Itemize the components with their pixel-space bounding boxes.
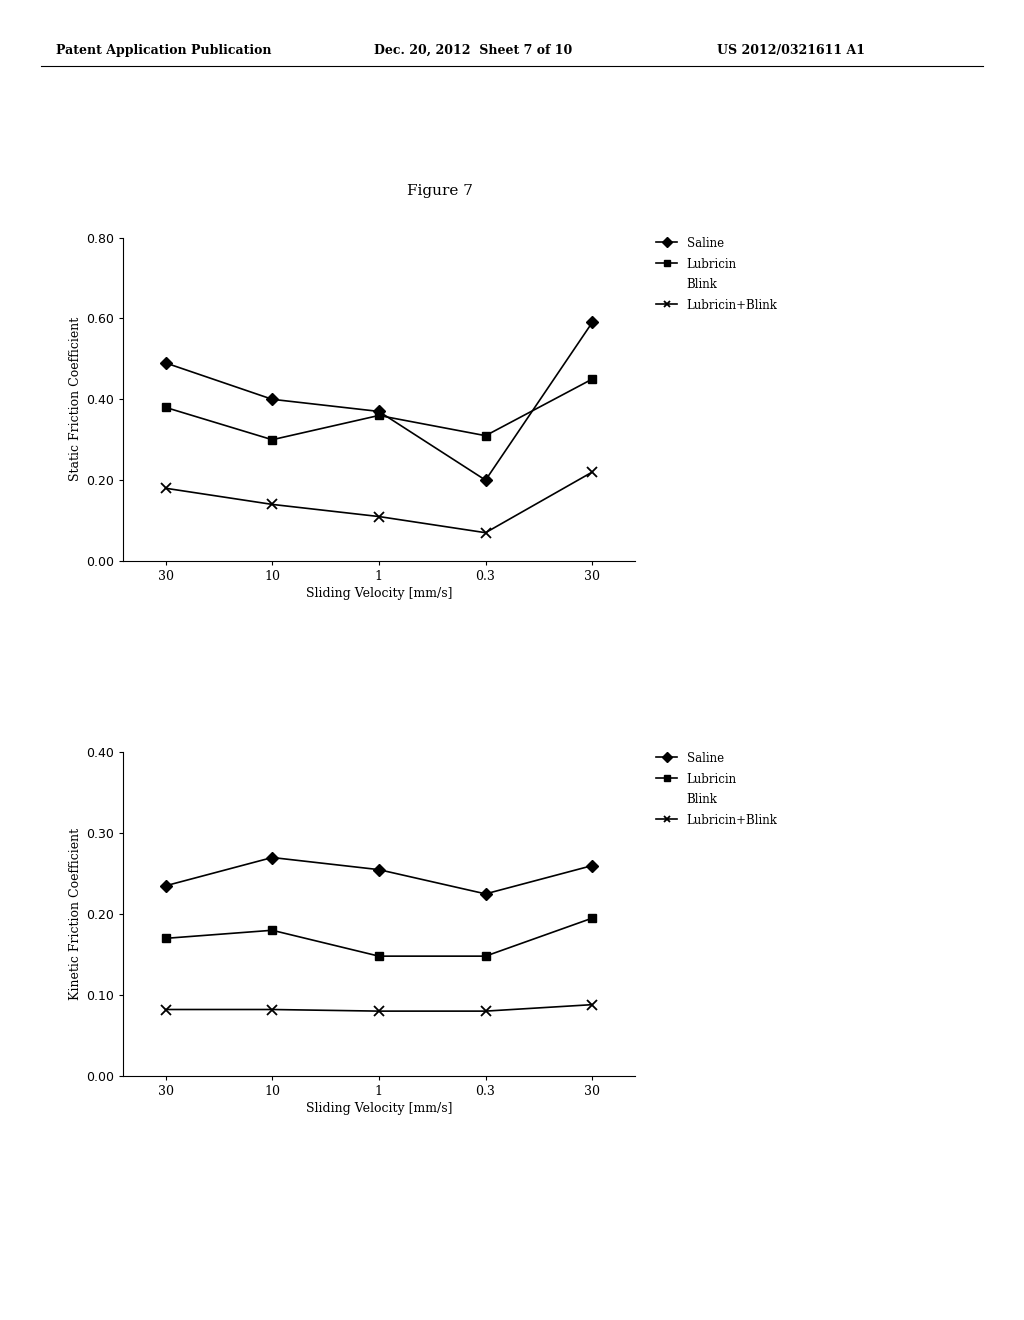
Legend: Saline, Lubricin, Blink, Lubricin+Blink: Saline, Lubricin, Blink, Lubricin+Blink bbox=[656, 752, 777, 826]
Legend: Saline, Lubricin, Blink, Lubricin+Blink: Saline, Lubricin, Blink, Lubricin+Blink bbox=[656, 238, 777, 312]
X-axis label: Sliding Velocity [mm/s]: Sliding Velocity [mm/s] bbox=[305, 1102, 453, 1115]
Y-axis label: Kinetic Friction Coefficient: Kinetic Friction Coefficient bbox=[69, 828, 82, 1001]
Text: US 2012/0321611 A1: US 2012/0321611 A1 bbox=[717, 44, 865, 57]
Text: Patent Application Publication: Patent Application Publication bbox=[56, 44, 271, 57]
Y-axis label: Static Friction Coefficient: Static Friction Coefficient bbox=[69, 317, 82, 482]
Text: Figure 7: Figure 7 bbox=[408, 185, 473, 198]
X-axis label: Sliding Velocity [mm/s]: Sliding Velocity [mm/s] bbox=[305, 587, 453, 601]
Text: Dec. 20, 2012  Sheet 7 of 10: Dec. 20, 2012 Sheet 7 of 10 bbox=[374, 44, 572, 57]
